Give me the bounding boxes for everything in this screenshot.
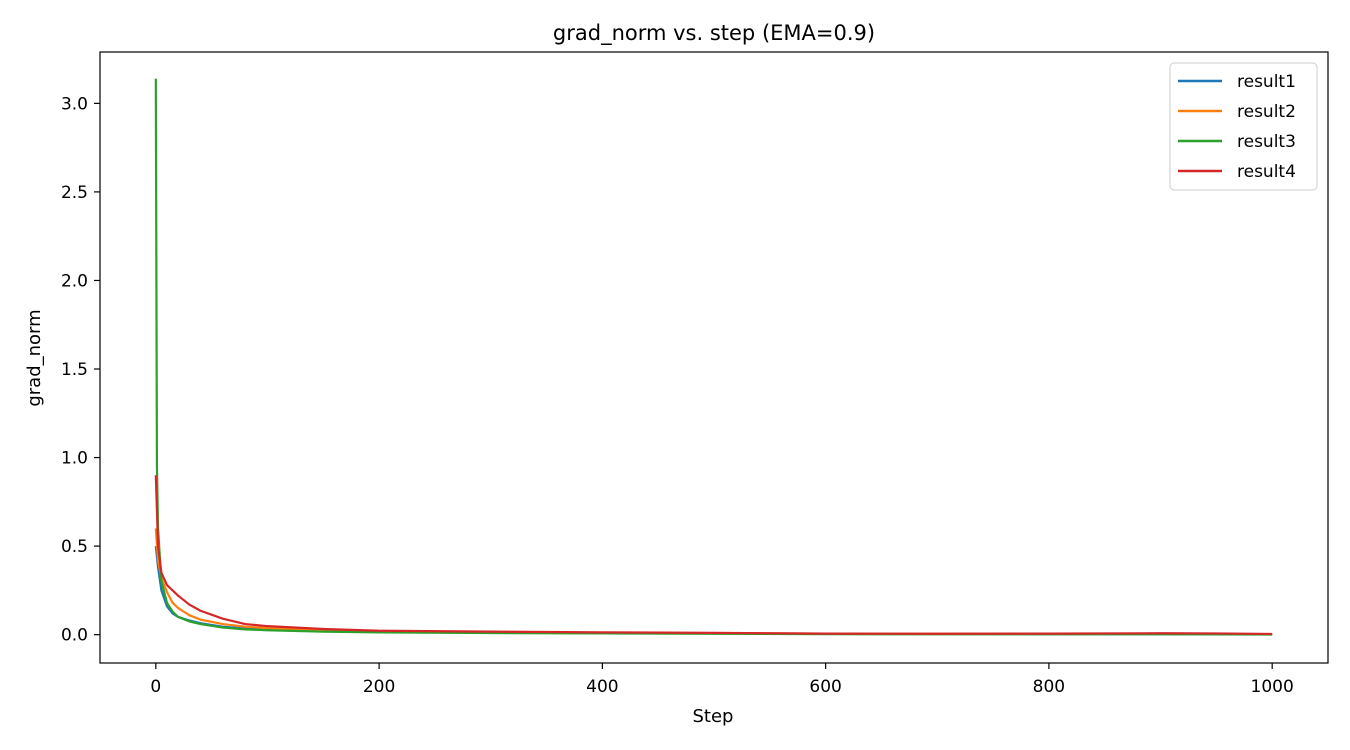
y-tick-label: 2.5 [61,183,88,203]
y-axis-label: grad_norm [24,309,45,406]
x-axis: 0 200 400 600 800 1000 [150,663,1294,697]
legend-label-result2: result2 [1237,102,1296,122]
y-tick-label: 0.5 [61,537,88,557]
chart-title: grad_norm vs. step (EMA=0.9) [553,21,875,46]
y-tick-label: 0.0 [61,626,88,646]
legend: result1 result2 result3 result4 [1169,62,1318,191]
legend-label-result3: result3 [1237,132,1296,152]
y-tick-label: 1.5 [61,360,88,380]
x-tick-label: 800 [1033,677,1065,697]
x-tick-label: 0 [150,677,161,697]
series-line-result4 [154,475,1273,636]
x-tick-label: 600 [809,677,841,697]
x-axis-label: Step [693,706,734,727]
x-tick-label: 1000 [1251,677,1294,697]
legend-box [1169,62,1318,191]
x-tick-label: 400 [586,677,618,697]
y-axis: 0.0 0.5 1.0 1.5 2.0 2.5 3.0 [61,94,100,646]
legend-label-result1: result1 [1237,72,1296,92]
x-tick-label: 200 [363,677,395,697]
axes-frame [99,51,1329,664]
y-tick-label: 2.0 [61,271,88,291]
plot-area [154,78,1273,636]
legend-label-result4: result4 [1237,162,1296,182]
y-tick-label: 3.0 [61,94,88,114]
y-tick-label: 1.0 [61,449,88,469]
